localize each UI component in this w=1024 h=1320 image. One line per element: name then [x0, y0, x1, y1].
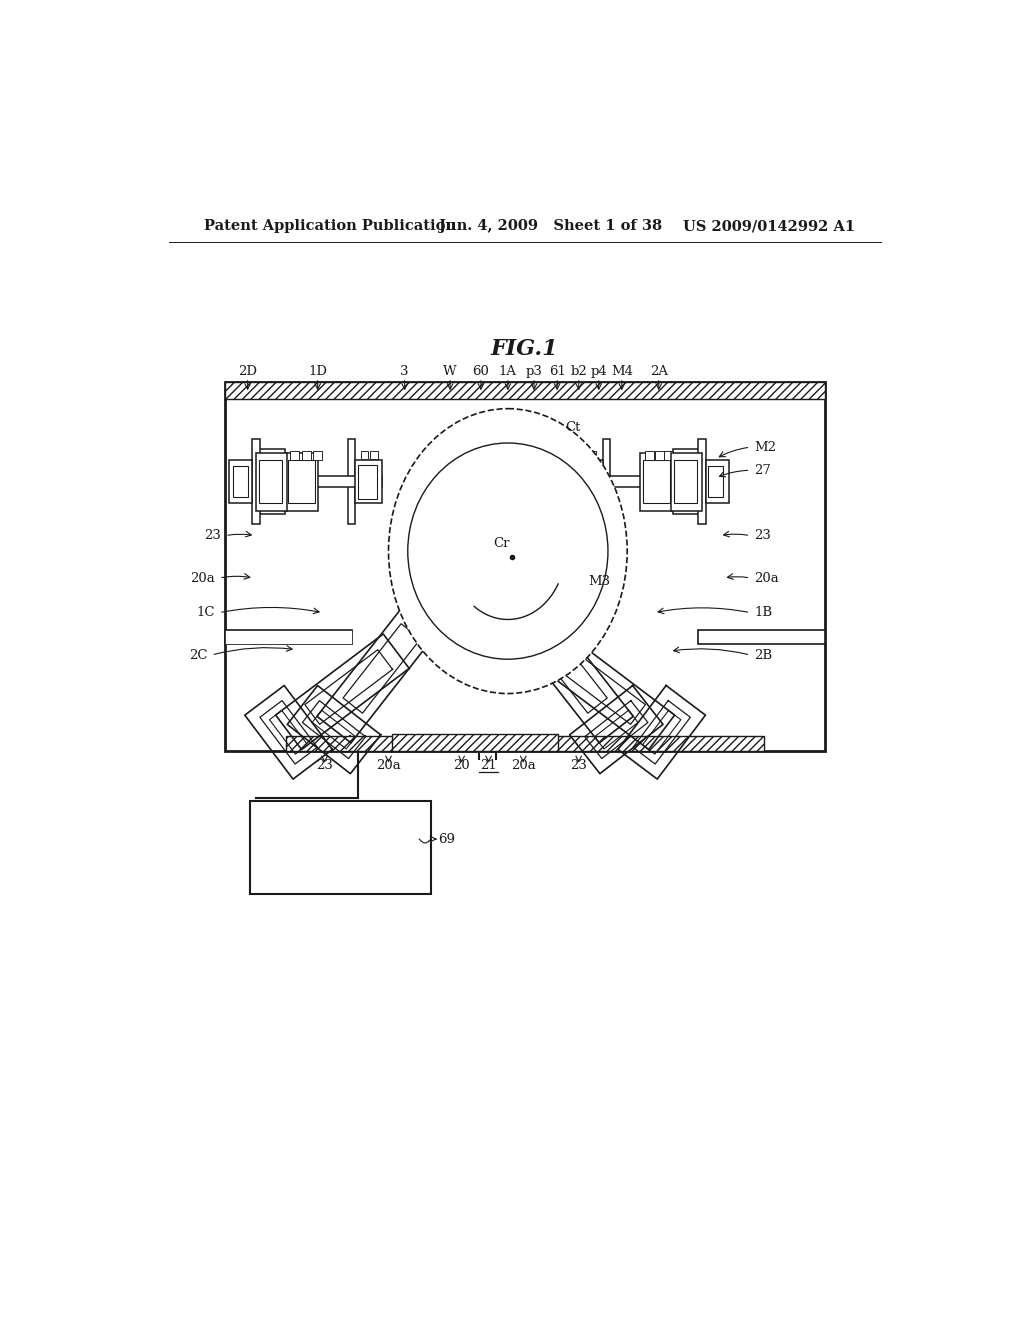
Bar: [233, 466, 249, 498]
Bar: [255, 449, 285, 513]
Bar: [578, 465, 597, 499]
Bar: [286, 737, 764, 751]
Text: 2C: 2C: [189, 648, 208, 661]
Text: 3: 3: [400, 366, 409, 379]
Bar: [290, 451, 299, 461]
Bar: [250, 801, 431, 894]
Bar: [286, 453, 318, 511]
Text: 1D: 1D: [308, 366, 328, 379]
Text: 20a: 20a: [190, 572, 215, 585]
Bar: [355, 461, 382, 503]
Text: 21: 21: [480, 759, 497, 772]
Text: 23: 23: [755, 529, 771, 543]
Text: 27: 27: [755, 463, 771, 477]
Bar: [286, 477, 382, 487]
Text: Cr: Cr: [494, 537, 510, 550]
Text: p3: p3: [525, 366, 543, 379]
Bar: [579, 451, 587, 459]
Text: 1B: 1B: [755, 606, 772, 619]
Bar: [224, 630, 351, 644]
Bar: [698, 630, 825, 644]
Text: M3: M3: [589, 576, 611, 589]
Bar: [655, 451, 665, 461]
Text: Ct: Ct: [565, 421, 581, 434]
Ellipse shape: [388, 409, 628, 693]
Text: W: W: [443, 366, 457, 379]
Bar: [289, 461, 314, 503]
Text: Jun. 4, 2009   Sheet 1 of 38: Jun. 4, 2009 Sheet 1 of 38: [438, 219, 662, 234]
Bar: [229, 461, 252, 503]
Text: 20a: 20a: [376, 759, 400, 772]
Bar: [313, 451, 323, 461]
Bar: [575, 477, 672, 487]
Text: 23: 23: [316, 759, 333, 772]
Bar: [645, 451, 654, 461]
Text: 1C: 1C: [197, 606, 215, 619]
Bar: [301, 451, 310, 461]
Bar: [674, 461, 697, 503]
Bar: [224, 381, 825, 751]
Bar: [602, 440, 610, 524]
Ellipse shape: [408, 444, 608, 659]
Bar: [357, 465, 377, 499]
Bar: [674, 449, 702, 513]
Text: US 2009/0142992 A1: US 2009/0142992 A1: [683, 219, 855, 234]
Text: 20a: 20a: [511, 759, 536, 772]
Bar: [640, 453, 672, 511]
Bar: [588, 451, 596, 459]
Text: 2A: 2A: [650, 366, 668, 379]
Text: b2: b2: [570, 366, 587, 379]
Text: 20: 20: [454, 759, 470, 772]
Text: 2D: 2D: [239, 366, 257, 379]
Text: 60: 60: [472, 366, 489, 379]
Bar: [224, 381, 825, 399]
Bar: [643, 461, 670, 503]
Bar: [671, 453, 701, 511]
Bar: [224, 630, 351, 644]
Bar: [370, 451, 378, 459]
Text: Patent Application Publication: Patent Application Publication: [204, 219, 456, 234]
Text: p4: p4: [591, 366, 607, 379]
Text: 23: 23: [205, 529, 221, 543]
Bar: [575, 461, 602, 503]
Bar: [360, 451, 369, 459]
Text: 61: 61: [549, 366, 565, 379]
Text: M4: M4: [611, 366, 633, 379]
Bar: [392, 734, 558, 751]
Bar: [677, 457, 700, 507]
Text: FIG.1: FIG.1: [490, 338, 559, 360]
Bar: [256, 453, 287, 511]
Bar: [698, 440, 706, 524]
Bar: [252, 440, 260, 524]
Bar: [706, 461, 729, 503]
Bar: [665, 451, 674, 461]
Bar: [258, 457, 281, 507]
Text: 2B: 2B: [755, 648, 772, 661]
Text: 20a: 20a: [755, 572, 779, 585]
Bar: [348, 440, 355, 524]
Bar: [708, 466, 724, 498]
Text: 23: 23: [570, 759, 587, 772]
Bar: [259, 461, 283, 503]
Text: M2: M2: [755, 441, 776, 454]
Text: 1A: 1A: [499, 366, 517, 379]
Text: 69: 69: [438, 833, 456, 846]
